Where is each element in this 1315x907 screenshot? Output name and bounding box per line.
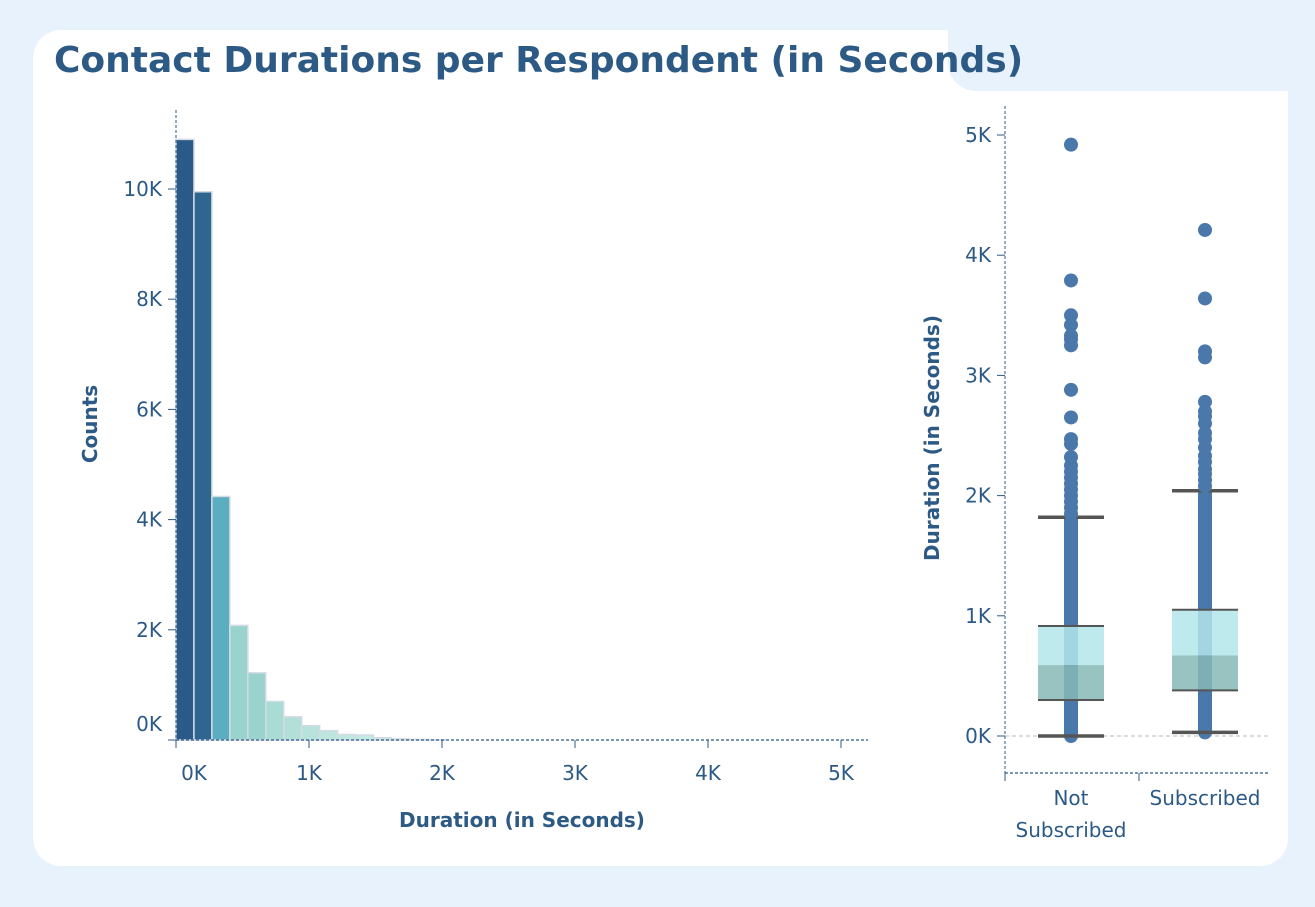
- boxplot-y-tick-label: 3K: [965, 363, 992, 387]
- boxplot-y-tick-label: 1K: [965, 604, 992, 628]
- boxplot-outlier-point: [1198, 222, 1212, 237]
- boxplot-outlier-point: [1064, 317, 1078, 332]
- boxplot-outlier-point: [1198, 291, 1212, 306]
- boxplot-marks: [1038, 137, 1238, 743]
- histogram-y-tick-label: 4K: [136, 508, 163, 532]
- boxplot-outlier-point: [1198, 344, 1212, 359]
- histogram-x-axis-title: Duration (in Seconds): [399, 808, 645, 832]
- histogram-x-tick-label: 1K: [296, 761, 323, 785]
- boxplot-y-tick-label: 2K: [965, 484, 992, 508]
- boxplot-category-label: Not: [1053, 786, 1088, 810]
- boxplot-outlier-point: [1064, 273, 1078, 288]
- histogram-x-tick-label: 2K: [429, 761, 456, 785]
- histogram-bar: [336, 733, 357, 741]
- boxplot-category-label: Subscribed: [1150, 786, 1261, 810]
- histogram-axes: [175, 110, 868, 741]
- histogram-bar: [175, 138, 195, 741]
- histogram-bars: [175, 138, 447, 741]
- boxplot-y-tick-label: 0K: [965, 724, 992, 748]
- boxplot-outlier-point: [1064, 432, 1078, 447]
- histogram-y-tick-label: 6K: [136, 397, 163, 421]
- histogram-x-tick-label: 3K: [562, 761, 589, 785]
- boxplot-y-tick-label: 4K: [965, 243, 992, 267]
- boxplot-y-tick-label: 5K: [965, 123, 992, 147]
- boxplot-outlier-point: [1064, 410, 1078, 425]
- boxplot-box-upper: [1172, 609, 1238, 656]
- histogram-x-tick-label: 5K: [828, 761, 855, 785]
- histogram-bar: [247, 672, 267, 741]
- boxplot-box-upper: [1038, 626, 1104, 666]
- boxplot-outlier-point: [1064, 382, 1078, 397]
- histogram-y-tick-label: 8K: [136, 287, 163, 311]
- histogram-bar: [193, 191, 213, 741]
- histogram-bar: [282, 716, 303, 741]
- boxplot-ticks: 0K 1K 2K 3K 4K 5K: [965, 123, 1005, 748]
- boxplot-outlier-point: [1064, 328, 1078, 343]
- panel-notch: [948, 30, 1308, 91]
- histogram-bar: [354, 734, 375, 741]
- histogram-bar: [318, 729, 339, 741]
- boxplot-outlier-point: [1198, 394, 1212, 409]
- boxplot-outlier-point: [1064, 450, 1078, 465]
- chart-title: Contact Durations per Respondent (in Sec…: [54, 40, 1024, 81]
- histogram-x-tick-label: 4K: [695, 761, 722, 785]
- histogram-y-tick-label: 2K: [136, 618, 163, 642]
- histogram-x-tick-label: 0K: [181, 761, 208, 785]
- histogram-ticks: 0K 1K 2K 3K 4K 5K 0K 2K 4K 6K 8K 10K: [123, 177, 854, 785]
- boxplot-outlier-point: [1064, 137, 1078, 152]
- histogram-y-tick-label: 0K: [136, 712, 163, 736]
- boxplot-categories: Not Subscribed Subscribed: [1016, 786, 1261, 842]
- histogram: 0K 1K 2K 3K 4K 5K 0K 2K 4K 6K 8K 10K Duration (in S…: [78, 110, 868, 832]
- boxplot-y-axis-title: Duration (in Seconds): [920, 315, 944, 561]
- histogram-y-tick-label: 10K: [123, 177, 162, 201]
- boxplot-outlier-point: [1064, 308, 1078, 323]
- boxplot-group: [1038, 137, 1104, 743]
- boxplot-group: [1172, 222, 1238, 740]
- histogram-bar: [265, 700, 285, 741]
- boxplot-outlier-point: [1198, 426, 1212, 441]
- histogram-bar: [211, 495, 231, 741]
- boxplot-box-lower: [1038, 665, 1104, 700]
- boxplot-outlier-point: [1198, 404, 1212, 419]
- boxplot: 0K 1K 2K 3K 4K 5K Not Subscribed Subscribed Dur…: [920, 106, 1270, 842]
- boxplot-category-label: Subscribed: [1016, 818, 1127, 842]
- histogram-bar: [300, 724, 321, 741]
- histogram-y-axis-title: Counts: [78, 385, 102, 463]
- histogram-bar: [229, 624, 249, 741]
- boxplot-box-lower: [1172, 655, 1238, 691]
